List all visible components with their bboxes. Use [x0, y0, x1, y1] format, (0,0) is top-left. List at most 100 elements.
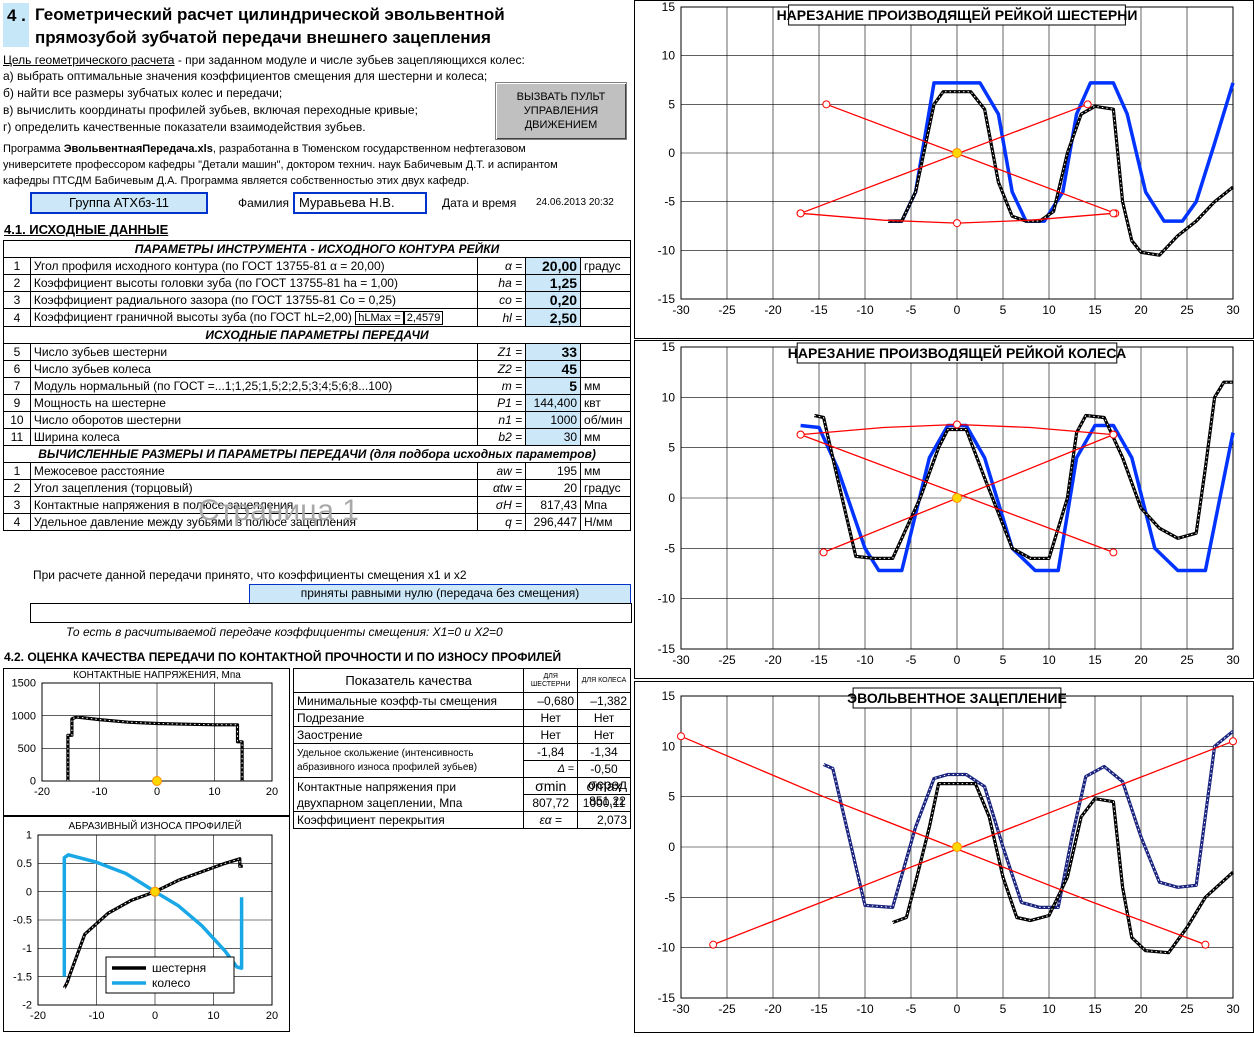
chart-title: ЭВОЛЬВЕНТНОЕ ЗАЦЕПЛЕНИЕ	[847, 690, 1067, 706]
param-value[interactable]: 1000	[525, 411, 582, 429]
series-endpoint	[1109, 209, 1118, 218]
slip-wheel: -1,34	[577, 743, 631, 761]
table-row: Минимальные коэфф-ты смещения –0,680 –1,38…	[292, 692, 631, 710]
param-value: 195	[525, 462, 582, 480]
param-unit	[580, 291, 631, 309]
param-value[interactable]: 20,00	[525, 257, 582, 275]
param-value[interactable]: 1,25	[525, 274, 582, 292]
param-value[interactable]: 5	[525, 377, 582, 395]
x-tick-label: 30	[1226, 303, 1240, 317]
table-row: Контактные напряжения при двухпарном заце…	[292, 777, 631, 812]
quality-table: Показатель качества ДЛЯ ШЕСТЕРНИ ДЛЯ КОЛЕС…	[292, 668, 631, 829]
param-unit: мм	[580, 428, 631, 446]
row-number: 10	[3, 411, 31, 429]
table-row: 4 Удельное давление между зубьями в полюс…	[3, 513, 631, 531]
param-symbol: b2 =	[477, 428, 527, 446]
param-symbol: m =	[477, 377, 527, 395]
series-line	[823, 433, 1114, 554]
y-tick-label: 0	[668, 491, 675, 505]
x-tick-label: -30	[672, 1002, 690, 1016]
rack-cutting-pinion-svg: -30 -25 -20 -15 -10 -5 0 5 10 15 20 25 30 15 10 5 0 -5 -10…	[658, 0, 1240, 317]
slip-name-1: Удельное скольжение (интенсивность	[297, 747, 474, 759]
table-row: 1 Угол профиля исходного контура (по ГОСТ…	[3, 257, 631, 275]
param-value[interactable]: 45	[525, 360, 582, 378]
series-endpoint	[677, 732, 685, 741]
param-value[interactable]: 144,400	[525, 394, 582, 412]
row-number: 2	[3, 479, 31, 497]
series-line	[888, 81, 1235, 223]
table-row: 10 Число оборотов шестерни n1 = 1000 об/мин	[3, 411, 631, 429]
x-tick-label: -10	[856, 1002, 874, 1016]
x-tick-label: 10	[1042, 653, 1056, 667]
param-unit	[580, 360, 631, 378]
quality-name: Минимальные коэфф-ты смещения	[292, 692, 525, 710]
series-midpoint	[953, 420, 961, 429]
table-row: 9 Мощность на шестерне P1 = 144,400 квт	[3, 394, 631, 412]
y-tick-label: -10	[658, 243, 676, 257]
row-number: 1	[3, 462, 31, 480]
y-tick-label: 15	[662, 1, 676, 14]
param-value[interactable]: 2,50	[525, 308, 582, 327]
x-tick-label: -15	[810, 1002, 828, 1016]
y-tick-label: 15	[662, 689, 676, 703]
surname-field[interactable]: Муравьева Н.В.	[293, 192, 427, 214]
param-name-text: Коэффициент граничной высоты зуба (по ГО…	[33, 310, 352, 324]
table-row: 11 Ширина колеса b2 = 30 мм	[3, 428, 631, 446]
param-unit	[580, 274, 631, 292]
x-tick-label: -5	[906, 1002, 917, 1016]
param-unit: мм	[580, 377, 631, 395]
group-field[interactable]: Группа АТХбз-11	[30, 192, 208, 214]
sigma-min-label: σmin	[523, 777, 579, 795]
y-tick-label: 5	[668, 441, 675, 455]
y-tick-label: 1	[26, 830, 32, 842]
param-value[interactable]: 0,20	[525, 291, 582, 309]
section-2-title: 4.2. ОЦЕНКА КАЧЕСТВА ПЕРЕДАЧИ ПО КОНТАКТ…	[4, 650, 562, 664]
param-name: Число оборотов шестерни	[29, 411, 479, 429]
x-tick-label: -25	[718, 303, 736, 317]
y-tick-label: 10	[662, 739, 676, 753]
y-tick-label: 10	[662, 49, 676, 63]
y-tick-label: -5	[664, 541, 675, 555]
x-tick-label: 15	[1088, 1002, 1102, 1016]
x-tick-label: -10	[856, 653, 874, 667]
param-symbol: ha =	[477, 274, 527, 292]
param-value[interactable]: 30	[525, 428, 582, 446]
x-tick-label: 30	[1226, 1002, 1240, 1016]
param-symbol: aw =	[477, 462, 527, 480]
page-watermark: Страница 1	[198, 494, 359, 527]
goal-text: - при заданном модуле и числе зубьев зац…	[174, 53, 525, 67]
param-name: Угол профиля исходного контура (по ГОСТ …	[29, 257, 479, 275]
datetime-label: Дата и время	[442, 196, 517, 210]
param-symbol: α =	[477, 257, 527, 275]
param-value[interactable]: 33	[525, 343, 582, 361]
quality-gear: Нет	[523, 726, 579, 744]
goal-item-d: г) определить качественные показатели вз…	[3, 120, 366, 134]
param-unit	[580, 343, 631, 361]
input-data-table: ПАРАМЕТРЫ ИНСТРУМЕНТА - ИСХОДНОГО КОНТУР…	[3, 240, 631, 531]
pole-point	[150, 886, 160, 897]
y-tick-label: 1500	[12, 678, 36, 690]
param-symbol: Z2 =	[477, 360, 527, 378]
section-number: 4 .	[3, 3, 29, 47]
y-tick-label: -10	[658, 592, 676, 606]
series-line	[712, 740, 1234, 946]
param-value: 296,447	[525, 513, 582, 531]
note-empty-cell	[30, 603, 632, 623]
series-dots	[67, 716, 243, 781]
row-number: 4	[3, 308, 31, 327]
param-name: Число зубьев колеса	[29, 360, 479, 378]
table-row: 7 Модуль нормальный (по ГОСТ =...1;1,25;1…	[3, 377, 631, 395]
y-tick-label: 500	[18, 743, 36, 755]
sigma-min-value: 807,72	[523, 794, 579, 812]
program-info-line-3: кафедры ПТСДМ Бабичевым Д.А. Программа я…	[3, 175, 470, 187]
program-info-line-2: университете профессором кафедры "Детали…	[3, 159, 558, 171]
goal-line: Цель геометрического расчета - при задан…	[3, 53, 525, 68]
call-control-panel-button[interactable]: ВЫЗВАТЬ ПУЛЬТ УПРАВЛЕНИЯ ДВИЖЕНИЕМ	[495, 82, 627, 140]
param-symbol: Z1 =	[477, 343, 527, 361]
title-line-2: прямозубой зубчатой передачи внешнего за…	[35, 28, 491, 47]
x-tick-label: -5	[906, 303, 917, 317]
y-tick-label: 0	[668, 146, 675, 160]
y-tick-label: 0	[26, 886, 32, 898]
overlap-symbol: εα =	[523, 811, 579, 829]
table-row: 4 Коэффициент граничной высоты зуба (по Г…	[3, 308, 631, 327]
